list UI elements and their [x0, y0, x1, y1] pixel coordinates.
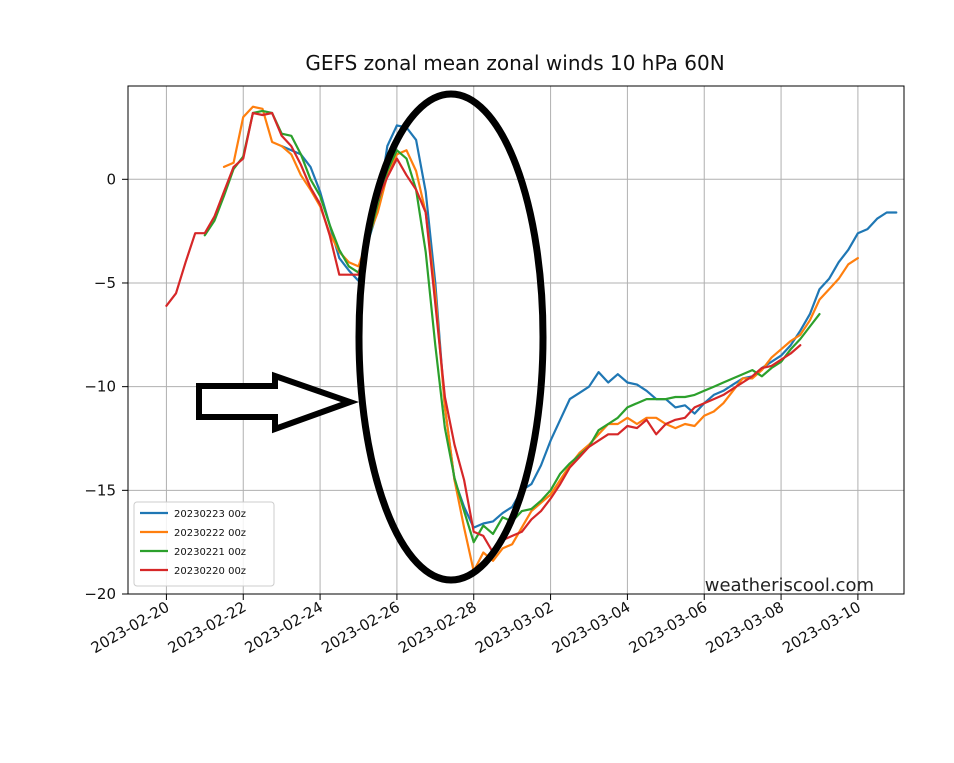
y-tick-label: −5 [94, 274, 116, 292]
chart-title: GEFS zonal mean zonal winds 10 hPa 60N [305, 51, 724, 75]
legend-label: 20230221 00z [174, 547, 246, 558]
legend-label: 20230220 00z [174, 566, 246, 577]
annotation-ellipse [355, 90, 547, 584]
annotation-arrow [196, 371, 360, 434]
y-tick-label: −15 [84, 481, 116, 499]
series-line-20230220-00z [165, 111, 802, 554]
legend-label: 20230222 00z [174, 528, 246, 539]
plot-frame [127, 85, 905, 595]
legend-label: 20230223 00z [174, 509, 246, 520]
y-tick-label: 0 [106, 170, 116, 188]
y-tick-label: −10 [84, 378, 116, 396]
y-tick-label: −20 [84, 585, 116, 603]
legend-box [133, 501, 275, 587]
watermark-text: weatheriscool.com [705, 575, 874, 596]
legend: 20230223 00z 20230222 00z 20230221 00z 2023… [133, 501, 275, 587]
